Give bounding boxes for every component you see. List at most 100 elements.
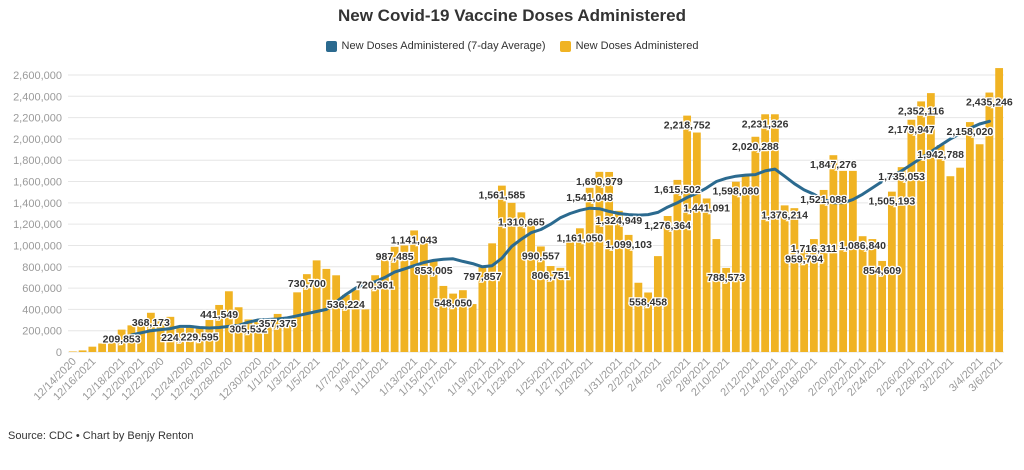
bar bbox=[185, 325, 194, 352]
bar bbox=[673, 179, 682, 352]
bar bbox=[634, 282, 643, 352]
data-label: 2,218,752 bbox=[664, 120, 711, 132]
bar bbox=[351, 290, 360, 352]
bar bbox=[770, 114, 779, 353]
bar bbox=[98, 343, 107, 352]
bar bbox=[517, 212, 526, 352]
bar bbox=[800, 249, 809, 352]
data-label: 548,050 bbox=[434, 298, 472, 310]
data-label: 990,557 bbox=[522, 250, 560, 262]
bar bbox=[254, 320, 263, 352]
bar bbox=[878, 260, 887, 352]
bar bbox=[946, 176, 955, 352]
data-label: 2,179,947 bbox=[888, 124, 935, 136]
data-label: 854,609 bbox=[863, 265, 901, 277]
y-tick-label: 800,000 bbox=[22, 262, 62, 274]
data-label: 1,441,091 bbox=[683, 202, 730, 214]
bar bbox=[556, 267, 565, 352]
data-label: 1,141,043 bbox=[391, 234, 438, 246]
bar bbox=[936, 145, 945, 352]
bar bbox=[244, 319, 253, 352]
chart-title: New Covid-19 Vaccine Doses Administered bbox=[338, 6, 686, 25]
bar bbox=[926, 93, 935, 352]
bar bbox=[458, 290, 467, 352]
y-tick-label: 200,000 bbox=[22, 326, 62, 338]
bar bbox=[975, 144, 984, 352]
legend-swatch-bar bbox=[559, 40, 571, 52]
data-label: 1,276,364 bbox=[644, 220, 691, 232]
y-tick-label: 2,000,000 bbox=[13, 134, 62, 146]
bar bbox=[751, 136, 760, 352]
bar bbox=[536, 246, 545, 352]
legend-item-7day-average[interactable]: New Doses Administered (7-day Average) bbox=[325, 40, 546, 52]
data-label: 2,231,326 bbox=[742, 118, 789, 130]
bar bbox=[741, 176, 750, 352]
bar bbox=[507, 202, 516, 352]
bar bbox=[653, 256, 662, 352]
y-tick-label: 1,000,000 bbox=[13, 240, 62, 252]
bar bbox=[663, 216, 672, 352]
y-tick-label: 2,400,000 bbox=[13, 91, 62, 103]
bar bbox=[166, 316, 175, 352]
bar bbox=[761, 114, 770, 353]
bar bbox=[614, 210, 623, 352]
y-tick-label: 1,800,000 bbox=[13, 155, 62, 167]
data-label: 1,716,311 bbox=[791, 243, 837, 255]
bar bbox=[107, 339, 116, 352]
bar bbox=[88, 346, 97, 352]
y-tick-label: 0 bbox=[56, 347, 62, 359]
legend-item-new-doses[interactable]: New Doses Administered bbox=[559, 40, 698, 52]
bar bbox=[829, 155, 838, 352]
data-label: 2,158,020 bbox=[947, 126, 994, 138]
bar bbox=[468, 304, 477, 352]
data-label: 368,173 bbox=[132, 317, 170, 329]
y-tick-label: 2,200,000 bbox=[13, 113, 62, 125]
data-label: 2,020,288 bbox=[732, 141, 779, 153]
bar bbox=[234, 307, 243, 352]
bar bbox=[312, 260, 321, 352]
data-label: 2,352,116 bbox=[898, 105, 944, 117]
bar bbox=[497, 185, 506, 352]
data-label: 536,224 bbox=[327, 299, 365, 311]
bar bbox=[205, 320, 214, 352]
data-label: 1,541,048 bbox=[566, 192, 613, 204]
data-label: 1,521,088 bbox=[800, 194, 847, 206]
bar bbox=[400, 245, 409, 352]
data-label: 1,847,276 bbox=[810, 159, 857, 171]
chart-legend: New Doses Administered (7-day Average) N… bbox=[0, 40, 1024, 52]
data-label: 720,361 bbox=[356, 279, 394, 291]
data-label: 1,324,949 bbox=[596, 215, 643, 227]
data-label: 224,350 bbox=[161, 332, 199, 344]
data-label: 730,700 bbox=[288, 278, 326, 290]
bar bbox=[195, 327, 204, 352]
bar bbox=[712, 239, 721, 352]
y-tick-label: 1,400,000 bbox=[13, 198, 62, 210]
y-tick-label: 1,600,000 bbox=[13, 177, 62, 189]
bar bbox=[263, 322, 272, 352]
bar bbox=[868, 239, 877, 352]
source-note: Source: CDC • Chart by Benjy Renton bbox=[8, 430, 194, 442]
bar bbox=[429, 261, 438, 352]
bar bbox=[897, 167, 906, 352]
bar bbox=[224, 291, 233, 352]
bar bbox=[341, 294, 350, 352]
bar bbox=[887, 191, 896, 352]
data-label: 1,690,979 bbox=[576, 176, 623, 188]
average-line bbox=[129, 119, 991, 337]
bar bbox=[156, 317, 165, 352]
data-label: 788,573 bbox=[707, 272, 745, 284]
legend-swatch-line bbox=[325, 40, 337, 52]
data-label: 806,751 bbox=[532, 270, 570, 282]
bar bbox=[790, 208, 799, 352]
legend-label-7day-average: New Doses Administered (7-day Average) bbox=[341, 40, 546, 52]
bar bbox=[439, 285, 448, 352]
data-label: 209,853 bbox=[103, 334, 141, 346]
bar bbox=[995, 68, 1004, 352]
data-label: 797,857 bbox=[463, 271, 501, 283]
bar bbox=[546, 266, 555, 352]
bar bbox=[176, 328, 185, 352]
bar bbox=[390, 246, 399, 352]
data-label: 1,310,665 bbox=[498, 216, 545, 228]
bar bbox=[692, 132, 701, 352]
data-label: 357,375 bbox=[259, 318, 297, 330]
